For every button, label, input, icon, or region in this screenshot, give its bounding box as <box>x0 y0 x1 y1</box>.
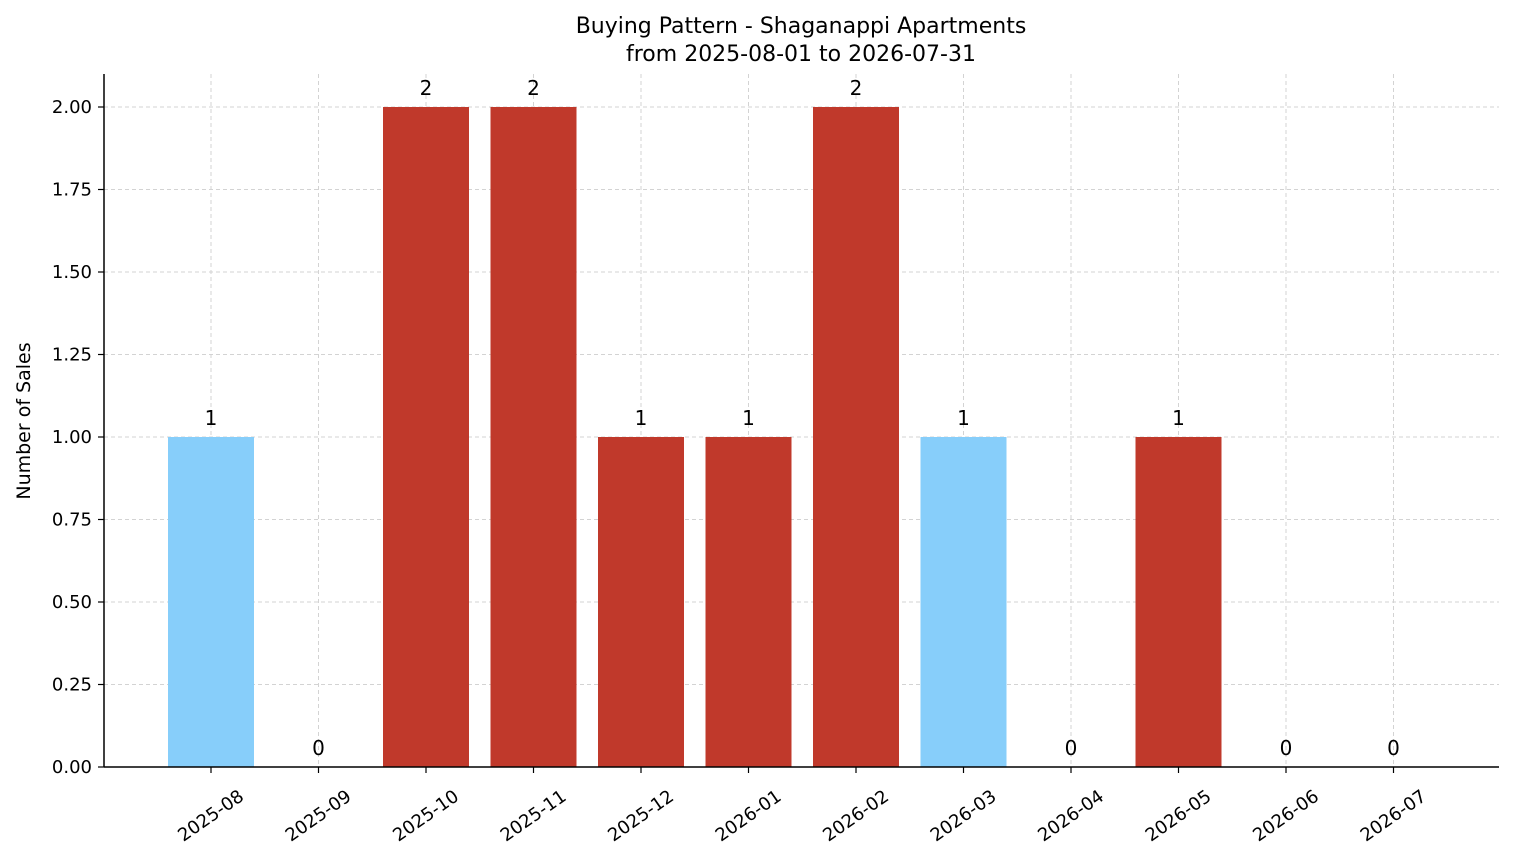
bar-2025-11 <box>490 107 577 767</box>
grid-layer <box>104 74 1499 768</box>
y-axis-label: Number of Sales <box>13 342 35 499</box>
x-tick-label: 2025-11 <box>497 786 571 846</box>
bar-2025-10 <box>383 107 469 767</box>
y-tick-label: 1.75 <box>52 180 92 201</box>
data-label-2026-04: 0 <box>1065 736 1078 760</box>
y-tick-label: 2.00 <box>52 97 92 118</box>
bar-2026-03 <box>920 437 1007 767</box>
data-label-2025-11: 2 <box>527 76 540 100</box>
bar-2025-12 <box>598 437 684 767</box>
x-tick-label: 2026-05 <box>1142 786 1216 846</box>
bars-layer <box>168 107 1222 767</box>
data-label-2025-10: 2 <box>420 76 433 100</box>
x-tick-label: 2026-02 <box>819 786 893 846</box>
data-label-2026-05: 1 <box>1172 406 1185 430</box>
y-tick-label: 1.00 <box>52 427 92 448</box>
y-tick-label: 0.50 <box>52 592 92 613</box>
data-label-2025-08: 1 <box>205 406 218 430</box>
x-tick-label: 2025-10 <box>389 786 463 846</box>
x-tick-label: 2025-09 <box>282 786 356 846</box>
data-labels-layer: 1 0 2 2 1 1 2 1 0 1 0 0 <box>205 76 1400 760</box>
data-label-2025-12: 1 <box>635 406 648 430</box>
bar-2025-08 <box>168 437 254 767</box>
y-tick-label: 1.25 <box>52 345 92 366</box>
data-label-2026-03: 1 <box>957 406 970 430</box>
data-label-2026-06: 0 <box>1280 736 1293 760</box>
bar-2026-01 <box>705 437 792 767</box>
x-tick-label: 2026-01 <box>712 786 786 846</box>
bar-2026-05 <box>1135 437 1222 767</box>
y-tick-label: 0.00 <box>52 757 92 778</box>
x-tick-label: 2026-03 <box>927 786 1001 846</box>
y-tick-label: 0.25 <box>52 675 92 696</box>
x-tick-label: 2026-04 <box>1034 786 1108 846</box>
chart-title-line2: from 2025-08-01 to 2026-07-31 <box>626 42 976 67</box>
data-label-2026-07: 0 <box>1387 736 1400 760</box>
x-tick-label: 2026-07 <box>1357 786 1431 846</box>
x-tick-label: 2025-08 <box>174 786 248 846</box>
x-tick-label: 2026-06 <box>1249 786 1323 846</box>
data-label-2026-02: 2 <box>850 76 863 100</box>
y-tick-label: 0.75 <box>52 510 92 531</box>
data-label-2025-09: 0 <box>312 736 325 760</box>
y-tick-label: 1.50 <box>52 262 92 283</box>
data-label-2026-01: 1 <box>742 406 755 430</box>
x-tick-label: 2025-12 <box>604 786 678 846</box>
bar-2026-02 <box>813 107 899 767</box>
chart-title-line1: Buying Pattern - Shaganappi Apartments <box>576 14 1027 39</box>
